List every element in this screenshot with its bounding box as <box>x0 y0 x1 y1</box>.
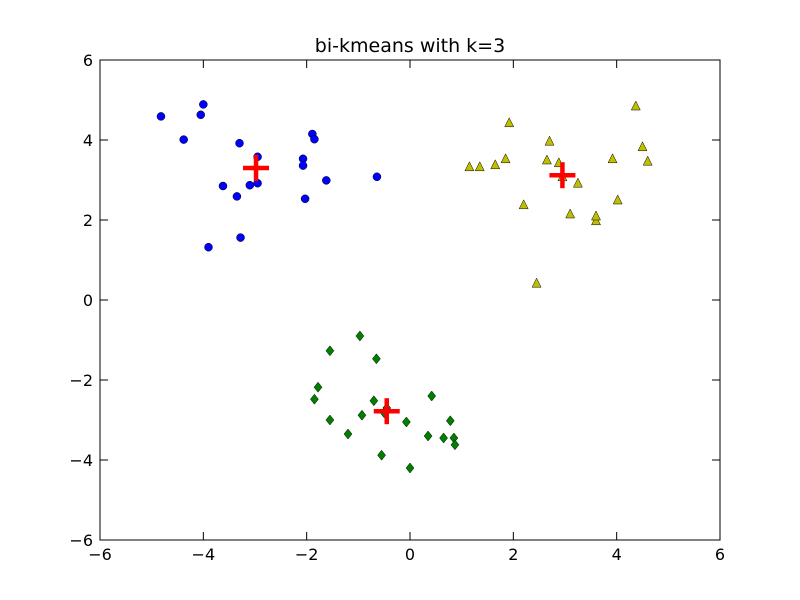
plot-frame <box>99 59 721 541</box>
x-tick-label: 6 <box>715 545 725 564</box>
x-tick-label: 4 <box>612 545 622 564</box>
centroid-green <box>373 398 400 425</box>
cluster-yellow-point <box>490 159 501 170</box>
y-tick-label: 6 <box>83 51 93 70</box>
cluster-yellow-point <box>474 161 485 172</box>
y-tick-label: 4 <box>83 131 93 150</box>
cluster-blue-point <box>235 138 244 148</box>
cluster-green-point <box>313 381 323 393</box>
cluster-blue-point <box>322 176 331 185</box>
cluster-blue-point <box>310 134 319 144</box>
cluster-yellow-point <box>637 141 648 152</box>
cluster-green-point <box>423 430 433 442</box>
cluster-blue-point <box>245 180 255 190</box>
cluster-yellow-point <box>565 208 576 219</box>
y-tick-label: −2 <box>69 371 93 390</box>
cluster-green-point <box>445 415 455 427</box>
cluster-blue-point <box>300 194 310 204</box>
cluster-yellow-point <box>544 135 555 146</box>
cluster-green-point <box>325 345 335 357</box>
cluster-yellow-point <box>504 117 515 128</box>
x-tick-label: −2 <box>295 545 319 564</box>
cluster-green-point <box>355 330 365 342</box>
cluster-blue-point <box>372 172 382 182</box>
y-tick-label: −6 <box>69 531 93 550</box>
cluster-green-point <box>377 449 386 461</box>
centroid-yellow <box>549 162 576 189</box>
x-tick-label: 2 <box>508 545 518 564</box>
cluster-green-point <box>372 353 381 365</box>
cluster-yellow-point <box>642 155 653 166</box>
x-tick-label: −4 <box>192 545 216 564</box>
cluster-yellow-point <box>612 194 623 205</box>
cluster-green-point <box>310 393 319 405</box>
x-tick-label: −6 <box>88 545 112 564</box>
cluster-yellow-point <box>573 177 583 188</box>
cluster-blue-point <box>179 135 188 144</box>
cluster-green-point <box>402 416 411 428</box>
cluster-yellow-point <box>464 161 475 172</box>
centroid-markers <box>243 155 576 425</box>
cluster-blue-point <box>236 233 245 242</box>
cluster-yellow-point <box>531 277 542 288</box>
y-tick-label: −4 <box>69 451 93 470</box>
cluster-yellow-point <box>591 210 601 221</box>
cluster-yellow-point <box>542 154 552 165</box>
chart-title: bi-kmeans with k=3 <box>315 35 505 57</box>
cluster-green-point <box>325 414 335 426</box>
cluster-yellow-point <box>518 199 529 210</box>
cluster-yellow-point <box>591 215 601 226</box>
plot-area <box>100 60 720 540</box>
cluster-blue-point <box>218 181 228 191</box>
y-tick-label: 2 <box>83 211 93 230</box>
cluster-green-point <box>405 462 415 474</box>
x-tick-label: 0 <box>405 545 415 564</box>
data-points <box>156 100 653 474</box>
cluster-yellow-point <box>500 153 511 164</box>
cluster-blue-point <box>232 192 242 201</box>
cluster-green-point <box>343 428 353 440</box>
cluster-green-point <box>427 390 437 402</box>
cluster-blue-point <box>156 112 166 121</box>
cluster-blue-point <box>298 161 308 170</box>
y-tick-label: 0 <box>83 291 93 310</box>
axis-ticks: −6 −4 −2 0 2 4 6 −6 −4 −2 0 2 4 6 <box>69 51 725 564</box>
cluster-yellow-point <box>607 153 618 164</box>
cluster-blue-point <box>204 242 213 252</box>
cluster-green-point <box>357 409 367 421</box>
centroid-blue <box>243 155 270 181</box>
cluster-blue-point <box>196 110 205 120</box>
cluster-yellow-point <box>630 100 641 111</box>
cluster-green-point <box>369 395 379 407</box>
cluster-blue-point <box>199 100 208 109</box>
cluster-green-point <box>450 439 460 451</box>
cluster-green-point <box>439 432 448 444</box>
